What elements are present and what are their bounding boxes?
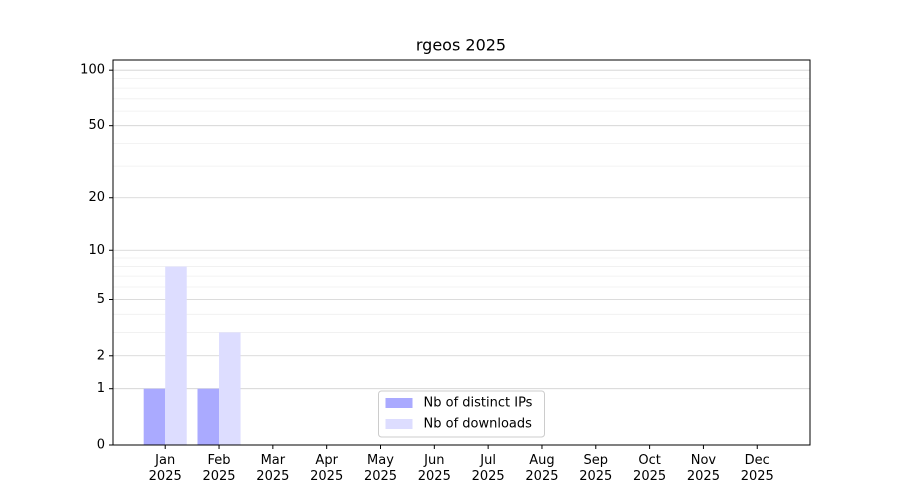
x-tick-label: Nov 2025 <box>686 453 720 484</box>
legend-swatch <box>385 398 413 408</box>
chart-title: rgeos 2025 <box>416 36 506 55</box>
y-tick-label: 10 <box>88 243 105 258</box>
x-tick-label: Sep 2025 <box>579 453 613 484</box>
y-tick-label: 100 <box>80 63 105 78</box>
legend: Nb of distinct IPs Nb of downloads <box>378 390 545 438</box>
x-tick-label: Aug 2025 <box>525 453 559 484</box>
bar <box>197 388 220 445</box>
x-tick-label: Oct 2025 <box>633 453 667 484</box>
legend-label: Nb of distinct IPs <box>424 396 533 411</box>
legend-box <box>378 390 545 438</box>
x-tick-label: Jun 2025 <box>417 453 451 484</box>
bar <box>143 388 166 445</box>
y-tick-label: 0 <box>97 438 105 453</box>
y-tick-label: 5 <box>97 292 105 307</box>
y-tick-label: 1 <box>97 381 105 396</box>
x-tick-label: Dec 2025 <box>740 453 774 484</box>
plot-frame <box>112 59 811 446</box>
y-tick-label: 20 <box>88 190 105 205</box>
x-tick-label: May 2025 <box>363 453 398 484</box>
y-tick-label: 50 <box>88 118 105 133</box>
legend-label: Nb of downloads <box>424 417 533 432</box>
x-tick-label: Apr 2025 <box>310 453 344 484</box>
x-tick-label: Mar 2025 <box>256 453 290 484</box>
y-tick-label: 2 <box>97 348 105 363</box>
bar <box>219 332 241 445</box>
x-tick-label: Feb 2025 <box>202 453 236 484</box>
legend-swatch <box>385 419 413 429</box>
x-tick-label: Jul 2025 <box>471 453 505 484</box>
x-tick-label: Jan 2025 <box>148 453 182 484</box>
bar <box>165 266 187 445</box>
